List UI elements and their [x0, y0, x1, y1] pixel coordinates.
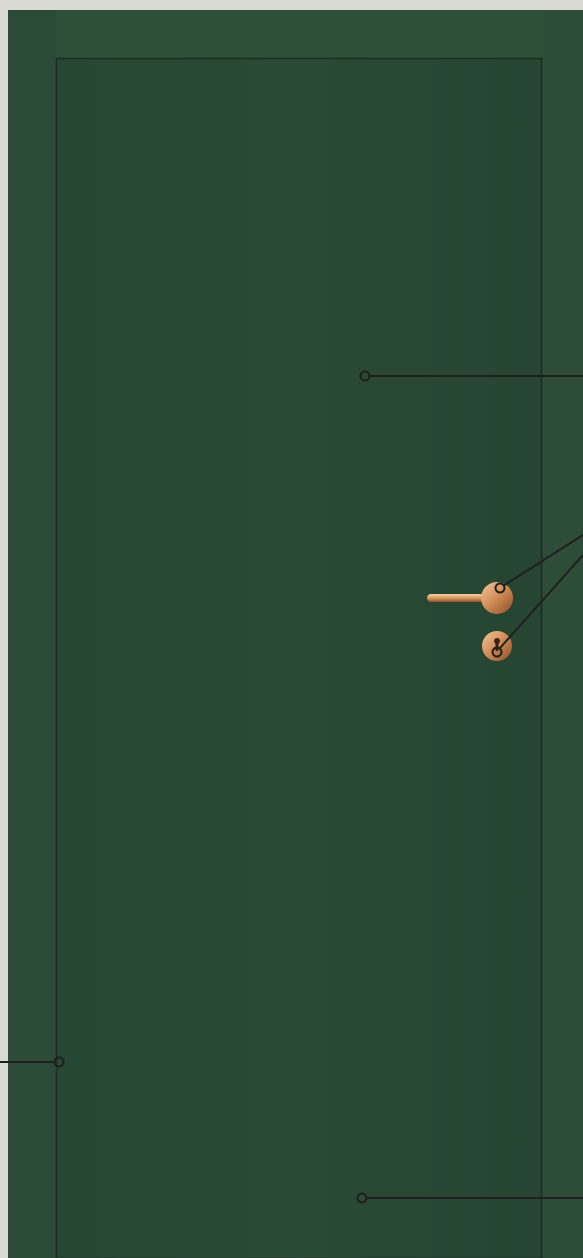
frame-right [544, 10, 583, 1258]
frame-top [56, 10, 544, 58]
door-illustration [0, 0, 583, 1258]
page: (() => { const data = JSON.parse(documen… [0, 0, 583, 1258]
door-leaf [57, 59, 542, 1258]
